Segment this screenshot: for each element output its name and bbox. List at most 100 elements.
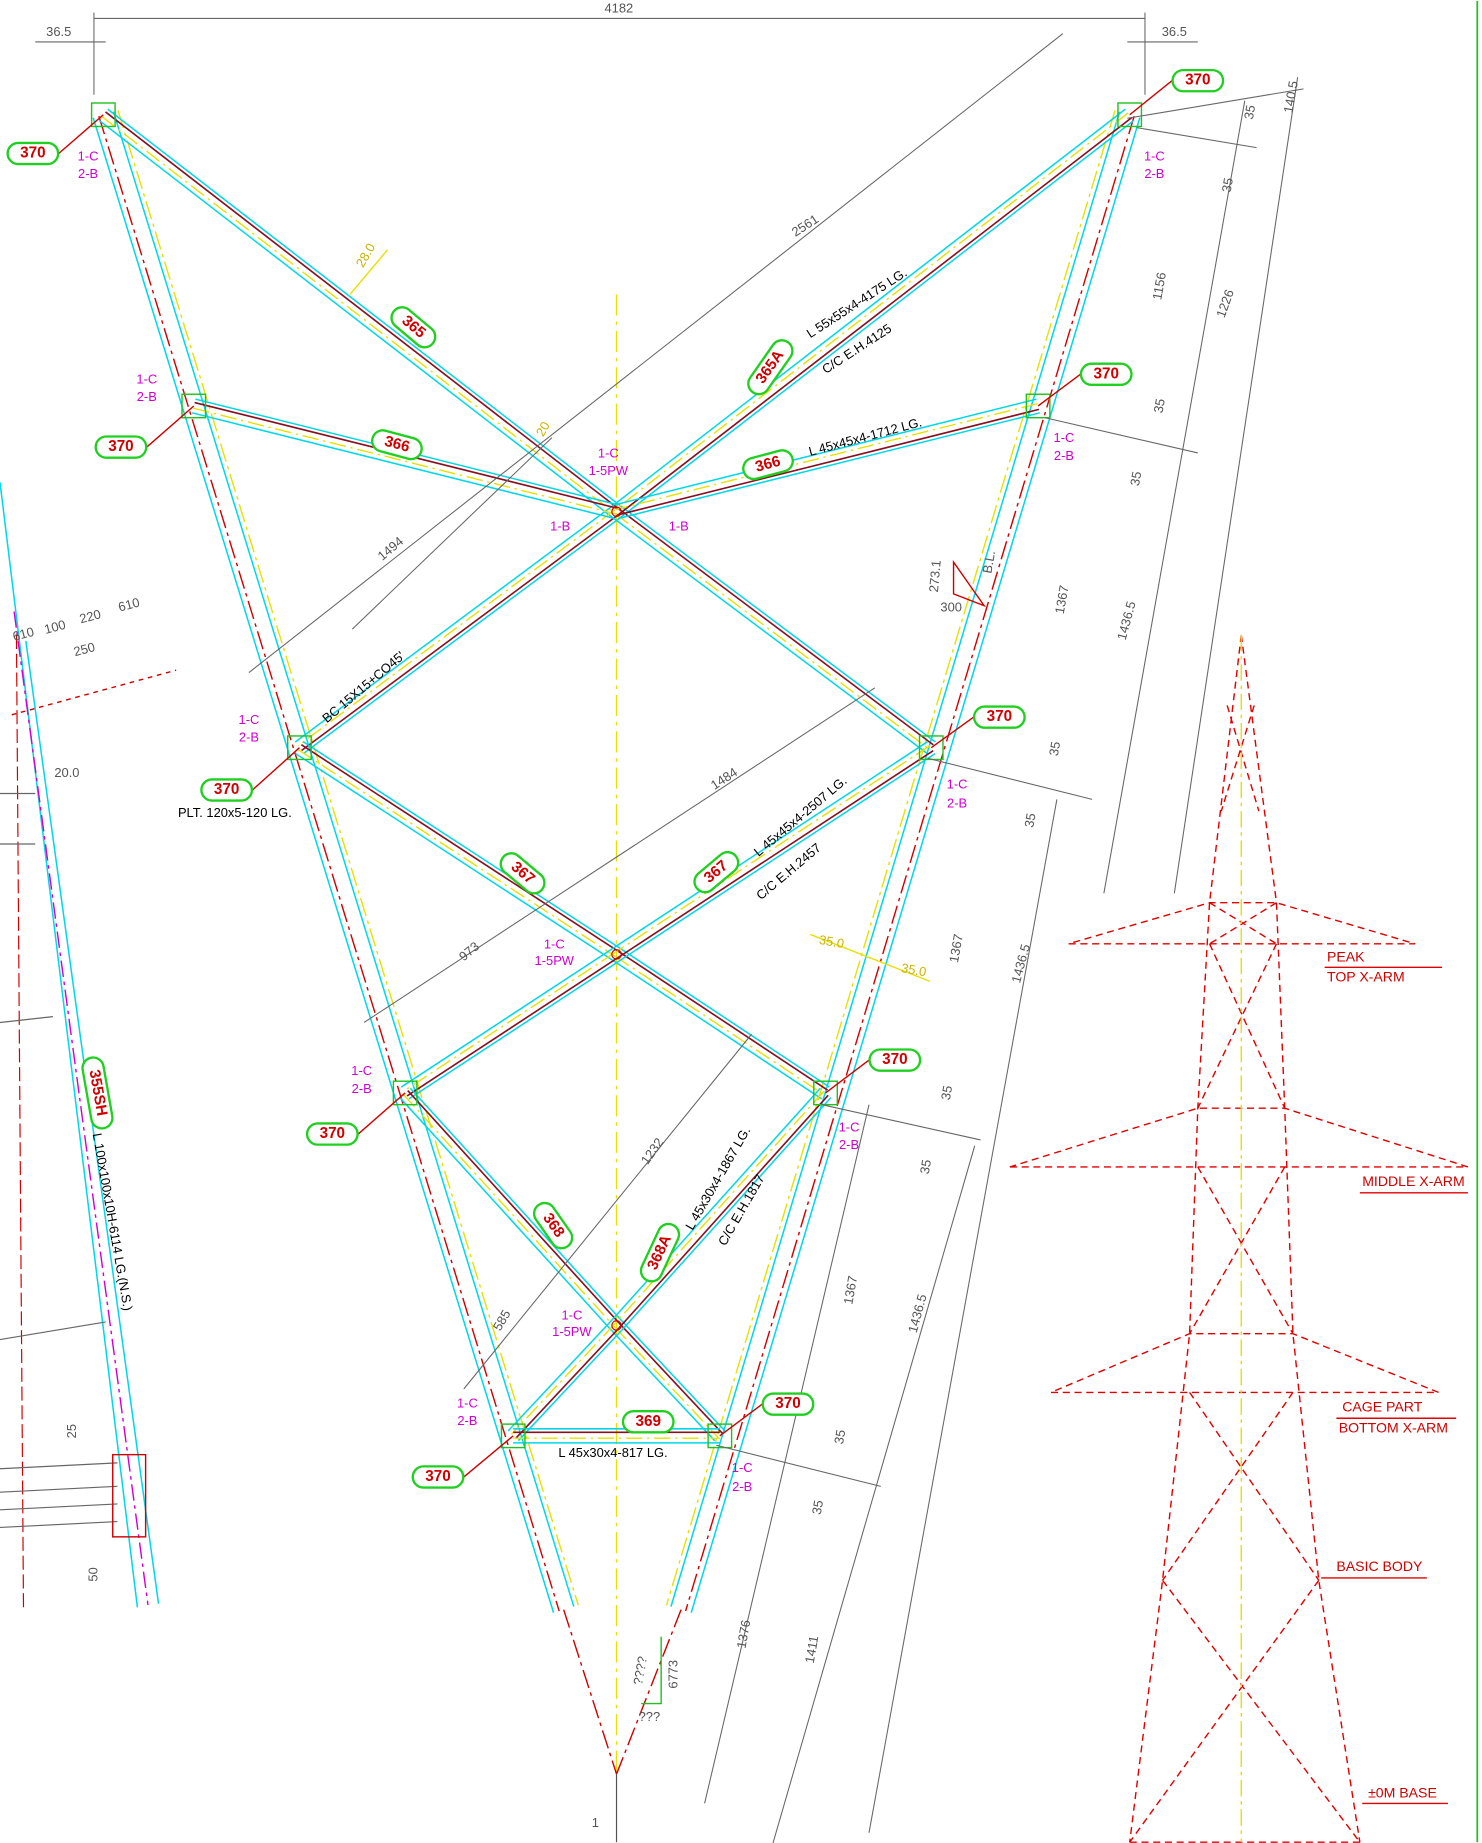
dimension-text: 35 [1151,397,1168,414]
dimension-text: 20.0 [54,765,79,780]
bolt-note: 1-C [78,148,99,163]
geometry [0,1,1477,1843]
part-mark: 370 [987,708,1012,725]
dimension-text: 140.5 [1280,80,1300,114]
part-mark: 370 [1185,72,1210,89]
dimension-text: 36.5 [46,24,71,39]
dimension-text: 25 [64,1424,79,1438]
dimension-text: 300 [940,599,962,614]
member-line [516,1328,619,1438]
dimension-text: 610 [117,595,142,615]
leader-line [0,1322,106,1340]
dimension-text: 35 [1219,177,1236,194]
dimension-text: 1376 [734,1619,754,1650]
bolt-note: 1-B [669,518,689,533]
member-note: PLT. 120x5-120 LG. [178,805,292,820]
member-edge [410,1088,621,1321]
leader-line [0,1486,117,1492]
leg-edge [93,118,553,1613]
member-gauge [298,750,615,957]
bolt-note: 1-C [732,1460,753,1475]
member-note: L 100x100x10H-6114 LG.(N.S.) [90,1132,136,1312]
tower-line [1010,903,1468,1842]
dimension-text: 35 [831,1428,848,1445]
leg-centre [686,116,1135,1611]
member-gauge [403,1095,614,1328]
dimension-text: 1 [592,1815,599,1830]
dimension-text: 35.0 [818,932,845,951]
member-edge [620,754,935,961]
dimension-text: 100 [43,617,68,637]
bolt-note: 1-C [457,1396,478,1411]
dimension-text: 50 [85,1567,100,1581]
tower-label: TOP X-ARM [1327,969,1405,985]
member-edge [304,517,621,753]
leader-line [0,1017,53,1023]
part-mark: 370 [214,781,239,798]
bolt-note: 1-C [839,1120,860,1135]
dimension-text: 35 [1021,812,1038,829]
dimension-text: ???? [630,1655,650,1686]
dimension-line [464,1034,752,1389]
member-line [619,1095,828,1328]
dimension-text: 1367 [946,933,966,964]
tower-label: CAGE PART [1342,1398,1422,1414]
part-mark: 370 [20,145,45,162]
bolt-note: 1-C [1144,148,1165,163]
tower-label: ±0M BASE [1368,1785,1437,1801]
member-gauge [616,404,1038,510]
member-edge [0,482,137,1607]
dimension-text: 1367 [840,1275,860,1306]
member-edge [612,517,927,753]
bolt-note: 1-C [239,712,260,727]
dimension-text: 610 [11,624,36,644]
bolt-note: 1-C [598,446,619,461]
dimension-line [1174,77,1297,893]
apex-line [564,1610,617,1774]
dimension-text: 1436.5 [1114,600,1139,642]
tower-label: PEAK [1327,949,1365,965]
part-mark: 370 [1093,365,1118,382]
part-mark: 370 [108,438,133,455]
member-edge [401,948,612,1087]
dimension-text: 6773 [665,1660,680,1689]
leader-line [1130,81,1172,115]
dimension-text: 35.0 [900,960,927,979]
member-edge [303,742,620,949]
dimension-text: 1436.5 [1008,942,1033,984]
bolt-note: 1-C [351,1063,372,1078]
member-gauge [404,952,615,1091]
dimension-text: 1226 [1213,287,1237,319]
dimension-text: 35 [938,1084,955,1101]
drawing: 36.5418236.5140.53535115612263535256128.… [0,0,1482,1843]
bolt-note: 1-5PW [535,953,575,968]
dimension-text: 2561 [789,211,821,239]
member-edge [613,960,822,1099]
dimension-text: 1367 [1052,584,1072,615]
part-mark: 370 [882,1051,907,1068]
bolt-note: 2-B [352,1081,372,1096]
tower-label: BOTTOM X-ARM [1339,1420,1448,1436]
part-mark: 370 [775,1395,800,1412]
dimension-text: 4182 [605,0,634,15]
member-line [617,409,1039,515]
part-mark: 369 [636,1413,661,1430]
member-gauge [193,408,616,514]
dimension-text: 250 [72,639,97,659]
part-mark: 370 [425,1468,450,1485]
member-line [302,514,619,750]
bolt-note: 2-B [732,1479,752,1494]
member-edge [621,506,936,742]
dimension-text: 1411 [802,1634,822,1664]
bolt-note: 1-C [136,372,157,387]
member-line [619,509,934,745]
leader-line [826,1060,869,1093]
dimension-text: B.L. [979,549,998,574]
bolt-note: 1-C [561,1307,582,1322]
dimension-text: 273.1 [926,559,944,592]
member-gauge [615,514,930,750]
dimension-text: 35 [1241,104,1258,121]
member-line [301,745,618,952]
dimension-text: 35 [1127,470,1144,487]
tower-label: BASIC BODY [1336,1558,1423,1574]
